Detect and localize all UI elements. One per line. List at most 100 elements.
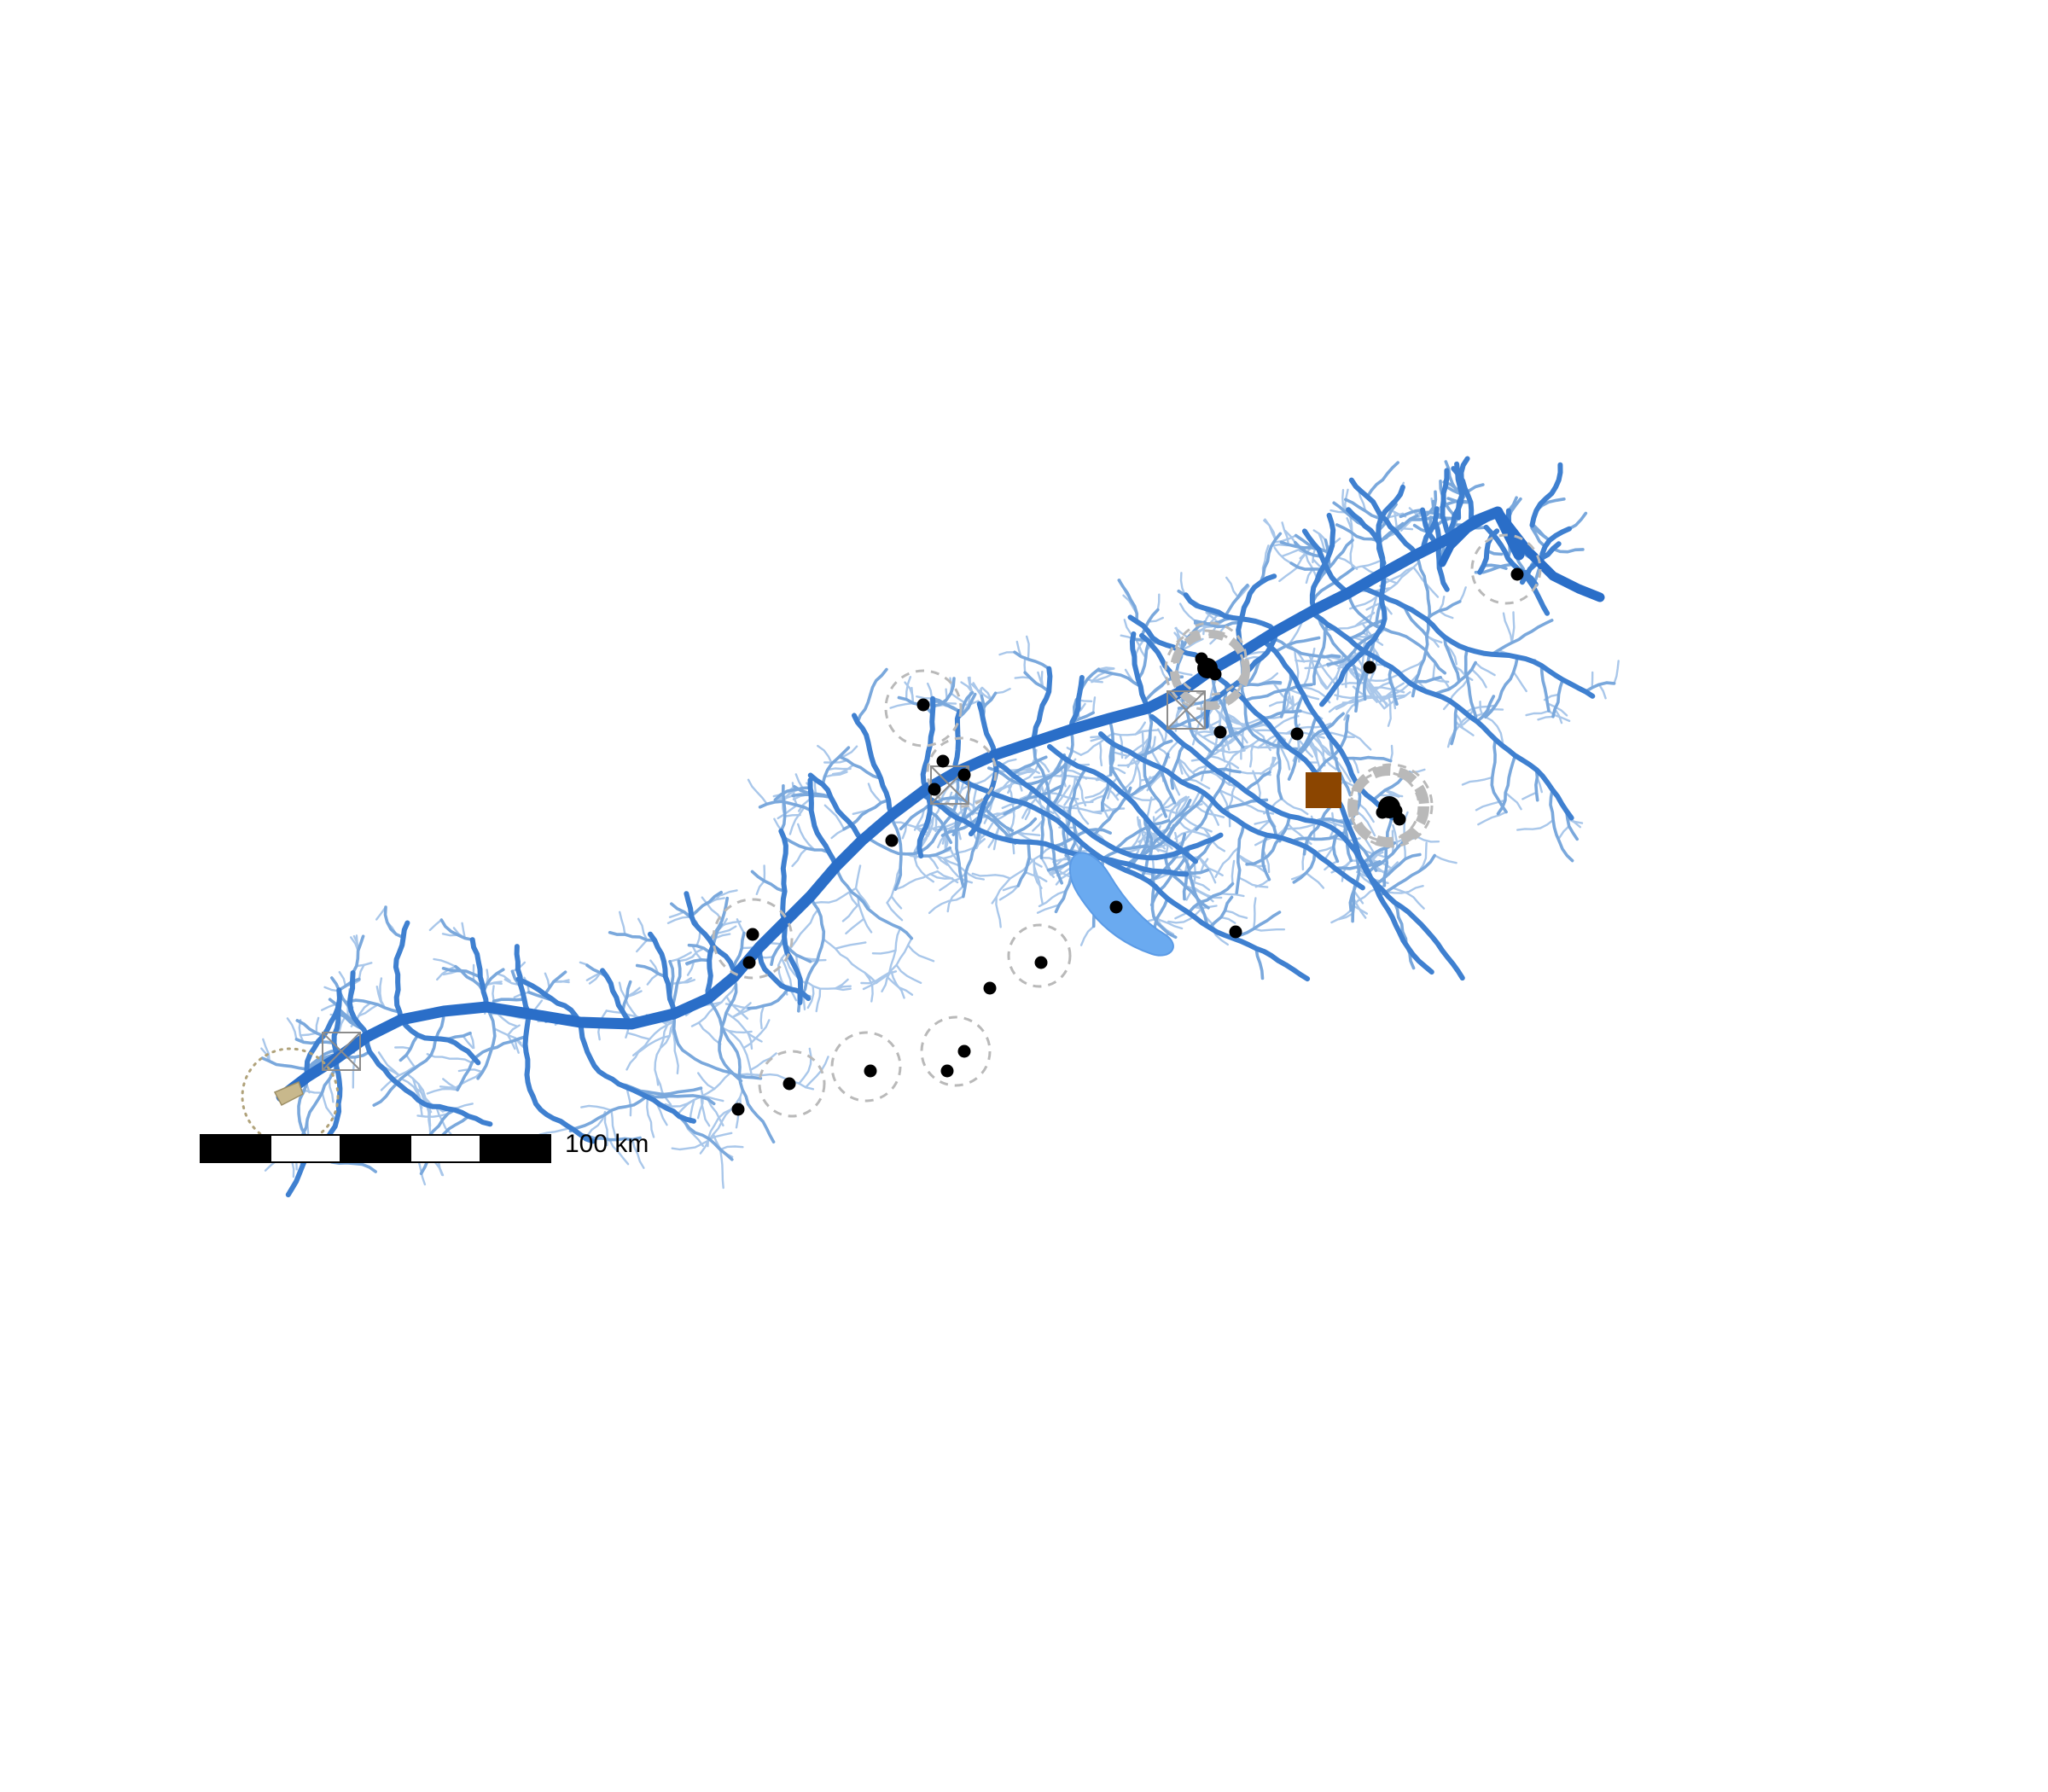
tributary-stream xyxy=(684,891,736,980)
faint-stream xyxy=(731,1002,752,1019)
minor-stream xyxy=(838,755,882,780)
faint-stream xyxy=(1378,682,1405,704)
minor-stream xyxy=(1507,496,1518,513)
minor-stream xyxy=(1534,768,1539,802)
faint-stream xyxy=(462,1034,474,1050)
minor-stream xyxy=(1490,737,1508,814)
tributary-stream xyxy=(600,968,634,1027)
faint-stream xyxy=(1038,759,1050,773)
faint-stream xyxy=(1440,676,1452,691)
faint-stream xyxy=(1392,824,1399,849)
faint-stream xyxy=(1553,707,1563,724)
faint-stream xyxy=(797,823,816,852)
buffer-ring-heavy xyxy=(1347,765,1429,847)
faint-stream xyxy=(1613,660,1620,685)
faint-stream xyxy=(1474,661,1496,677)
faint-stream xyxy=(404,1054,416,1069)
minor-stream xyxy=(919,846,951,858)
minor-stream xyxy=(707,997,776,1143)
minor-stream xyxy=(399,1033,420,1062)
minor-stream xyxy=(1260,833,1271,881)
faint-stream xyxy=(1097,666,1115,671)
minor-stream xyxy=(1051,828,1112,848)
faint-stream xyxy=(635,1034,671,1056)
faint-stream xyxy=(637,917,649,941)
minor-stream xyxy=(897,695,934,716)
faint-stream xyxy=(676,977,693,985)
faint-stream xyxy=(817,744,834,765)
minor-stream xyxy=(1393,900,1416,970)
faint-stream xyxy=(995,758,1017,771)
faint-stream xyxy=(1264,518,1277,541)
minor-stream xyxy=(1158,765,1177,805)
faint-stream xyxy=(1175,670,1193,677)
faint-stream xyxy=(1510,611,1516,644)
minor-stream xyxy=(1399,508,1424,519)
tributary-stream xyxy=(1030,666,1053,745)
faint-stream xyxy=(1504,791,1522,811)
faint-stream xyxy=(1355,810,1376,837)
faint-stream xyxy=(1191,765,1207,774)
minor-stream xyxy=(1279,670,1293,719)
faint-stream xyxy=(697,1072,716,1091)
faint-stream xyxy=(338,1015,346,1033)
minor-stream xyxy=(931,677,956,708)
faint-stream xyxy=(262,1038,271,1062)
faint-stream xyxy=(1305,567,1314,585)
faint-stream xyxy=(1134,721,1146,736)
town-point-icon xyxy=(1290,727,1304,741)
minor-stream xyxy=(1432,660,1477,696)
faint-stream xyxy=(1537,715,1555,721)
tributary-stream xyxy=(782,919,804,1005)
faint-stream xyxy=(670,1027,679,1075)
faint-stream xyxy=(1213,748,1246,753)
faint-stream xyxy=(1417,841,1428,873)
town-point-icon xyxy=(746,928,759,941)
minor-stream xyxy=(1147,832,1187,883)
minor-stream xyxy=(750,870,787,893)
faint-stream xyxy=(1254,819,1271,825)
minor-stream xyxy=(835,864,914,940)
town-point-icon xyxy=(885,834,899,847)
faint-stream xyxy=(1367,678,1388,705)
minor-stream xyxy=(372,1009,445,1107)
tributary-stream xyxy=(1068,675,1085,732)
minor-stream xyxy=(1259,532,1283,585)
faint-stream xyxy=(1178,602,1196,622)
faint-stream xyxy=(668,951,692,963)
faint-stream xyxy=(358,963,365,980)
station-cross xyxy=(322,1032,361,1071)
minor-stream xyxy=(337,977,361,992)
faint-stream xyxy=(286,1017,298,1041)
sub-basin-tributary xyxy=(1363,586,1596,699)
faint-stream xyxy=(867,783,882,804)
minor-stream xyxy=(295,1019,325,1038)
scale-bar-segment xyxy=(480,1134,551,1163)
faint-stream xyxy=(895,963,922,984)
minor-stream xyxy=(1179,767,1242,783)
tributary-stream xyxy=(578,1020,696,1124)
faint-stream xyxy=(713,933,731,940)
faint-stream xyxy=(692,945,703,961)
faint-stream xyxy=(619,911,626,936)
minor-stream xyxy=(1297,712,1345,757)
tributary-stream xyxy=(515,976,583,1025)
minor-stream xyxy=(1114,818,1171,851)
minor-stream xyxy=(1294,541,1324,558)
faint-stream xyxy=(1353,905,1369,915)
minor-stream xyxy=(301,1064,338,1136)
faint-stream xyxy=(1048,800,1103,815)
minor-stream xyxy=(1182,837,1215,901)
faint-stream xyxy=(864,971,874,1003)
minor-stream xyxy=(1549,788,1574,863)
sub-basin-tributary xyxy=(1209,672,1465,981)
faint-stream xyxy=(1312,529,1327,542)
faint-stream xyxy=(426,1053,474,1064)
minor-stream xyxy=(1273,636,1321,654)
minor-stream xyxy=(671,959,682,1008)
minor-stream xyxy=(899,802,932,830)
tributary-stream xyxy=(1419,506,1440,555)
faint-stream xyxy=(905,676,912,701)
faint-stream xyxy=(1426,635,1443,643)
